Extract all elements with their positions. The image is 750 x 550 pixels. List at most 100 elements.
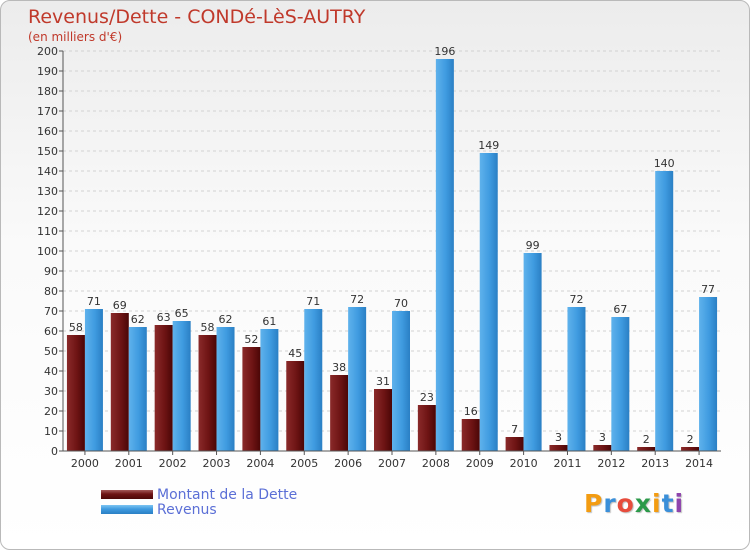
bar-debt bbox=[417, 405, 436, 451]
bar-debt bbox=[154, 325, 173, 451]
y-tick-label: 0 bbox=[51, 445, 58, 458]
data-label: 63 bbox=[157, 311, 171, 324]
y-tick-label: 60 bbox=[44, 325, 58, 338]
y-tick-label: 100 bbox=[37, 245, 58, 258]
bar-revenue bbox=[304, 309, 323, 451]
y-tick-label: 190 bbox=[37, 65, 58, 78]
data-label: 71 bbox=[87, 295, 101, 308]
x-tick-label: 2002 bbox=[159, 457, 187, 470]
data-label: 71 bbox=[306, 295, 320, 308]
bar-revenue bbox=[260, 329, 279, 451]
y-tick-label: 90 bbox=[44, 265, 58, 278]
x-tick-label: 2000 bbox=[71, 457, 99, 470]
bar-debt bbox=[286, 361, 305, 451]
logo-letter: i bbox=[674, 489, 685, 518]
x-tick-label: 2012 bbox=[597, 457, 625, 470]
x-tick-label: 2014 bbox=[685, 457, 713, 470]
chart-subtitle: (en milliers d'€) bbox=[28, 30, 123, 44]
bar-revenue bbox=[479, 153, 498, 451]
logo-letter: o bbox=[616, 489, 635, 518]
logo-letter: t bbox=[661, 489, 675, 518]
bar-revenue bbox=[435, 59, 454, 451]
x-tick-label: 2011 bbox=[553, 457, 581, 470]
data-label: 99 bbox=[526, 239, 540, 252]
x-tick-label: 2009 bbox=[466, 457, 494, 470]
data-label: 70 bbox=[394, 297, 408, 310]
data-label: 72 bbox=[350, 293, 364, 306]
y-tick-label: 70 bbox=[44, 305, 58, 318]
bar-debt bbox=[549, 445, 568, 451]
bar-revenue bbox=[348, 307, 367, 451]
y-tick-label: 80 bbox=[44, 285, 58, 298]
x-tick-label: 2005 bbox=[290, 457, 318, 470]
x-tick-label: 2006 bbox=[334, 457, 362, 470]
data-label: 62 bbox=[219, 313, 233, 326]
bar-revenue bbox=[699, 297, 718, 451]
y-tick-label: 160 bbox=[37, 125, 58, 138]
data-label: 2 bbox=[643, 433, 650, 446]
y-tick-label: 200 bbox=[37, 45, 58, 58]
y-tick-label: 20 bbox=[44, 405, 58, 418]
data-label: 58 bbox=[69, 321, 83, 334]
bar-revenue bbox=[392, 311, 410, 451]
x-tick-label: 2001 bbox=[115, 457, 143, 470]
data-label: 67 bbox=[613, 303, 627, 316]
chart-title: Revenus/Dette - CONDé-LèS-AUTRY bbox=[28, 6, 366, 28]
bar-revenue bbox=[655, 171, 674, 451]
data-label: 45 bbox=[288, 347, 302, 360]
logo-letter: i bbox=[652, 489, 662, 518]
x-tick-label: 2007 bbox=[378, 457, 406, 470]
proxiti-logo: Proxiti bbox=[584, 489, 684, 518]
bar-debt bbox=[66, 335, 85, 451]
bar-debt bbox=[242, 347, 261, 451]
bar-revenue bbox=[128, 327, 147, 451]
bar-debt bbox=[637, 447, 656, 451]
bar-debt bbox=[198, 335, 217, 451]
y-tick-label: 30 bbox=[44, 385, 58, 398]
data-label: 2 bbox=[687, 433, 694, 446]
data-label: 38 bbox=[332, 361, 346, 374]
data-label: 61 bbox=[262, 315, 276, 328]
logo-letter: r bbox=[603, 489, 617, 518]
logo-letter: P bbox=[584, 489, 604, 518]
y-tick-label: 140 bbox=[37, 165, 58, 178]
data-label: 16 bbox=[464, 405, 478, 418]
y-tick-label: 50 bbox=[44, 345, 58, 358]
legend-swatch-debt bbox=[101, 490, 153, 499]
y-tick-label: 120 bbox=[37, 205, 58, 218]
data-label: 62 bbox=[131, 313, 145, 326]
y-tick-label: 150 bbox=[37, 145, 58, 158]
logo-letter: x bbox=[634, 489, 652, 518]
bar-revenue bbox=[216, 327, 235, 451]
data-label: 52 bbox=[244, 333, 258, 346]
x-tick-label: 2010 bbox=[510, 457, 538, 470]
data-label: 149 bbox=[478, 139, 499, 152]
x-tick-label: 2013 bbox=[641, 457, 669, 470]
bar-revenue bbox=[523, 253, 542, 451]
legend-label-revenue: Revenus bbox=[157, 502, 217, 518]
data-label: 7 bbox=[511, 423, 518, 436]
y-tick-label: 170 bbox=[37, 105, 58, 118]
bar-revenue bbox=[172, 321, 191, 451]
y-tick-label: 180 bbox=[37, 85, 58, 98]
data-label: 23 bbox=[420, 391, 434, 404]
data-label: 196 bbox=[434, 45, 455, 58]
y-tick-label: 40 bbox=[44, 365, 58, 378]
data-label: 58 bbox=[201, 321, 215, 334]
bar-revenue bbox=[84, 309, 103, 451]
y-tick-label: 110 bbox=[37, 225, 58, 238]
bar-debt bbox=[593, 445, 612, 451]
bar-debt bbox=[330, 375, 349, 451]
bar-debt bbox=[505, 437, 524, 451]
data-label: 3 bbox=[555, 431, 562, 444]
bar-revenue bbox=[611, 317, 630, 451]
legend-swatch-revenue bbox=[101, 505, 153, 514]
bar-debt bbox=[110, 313, 129, 451]
y-tick-label: 130 bbox=[37, 185, 58, 198]
bar-debt bbox=[461, 419, 480, 451]
legend-label-debt: Montant de la Dette bbox=[157, 487, 298, 503]
data-label: 65 bbox=[175, 307, 189, 320]
data-label: 69 bbox=[113, 299, 127, 312]
